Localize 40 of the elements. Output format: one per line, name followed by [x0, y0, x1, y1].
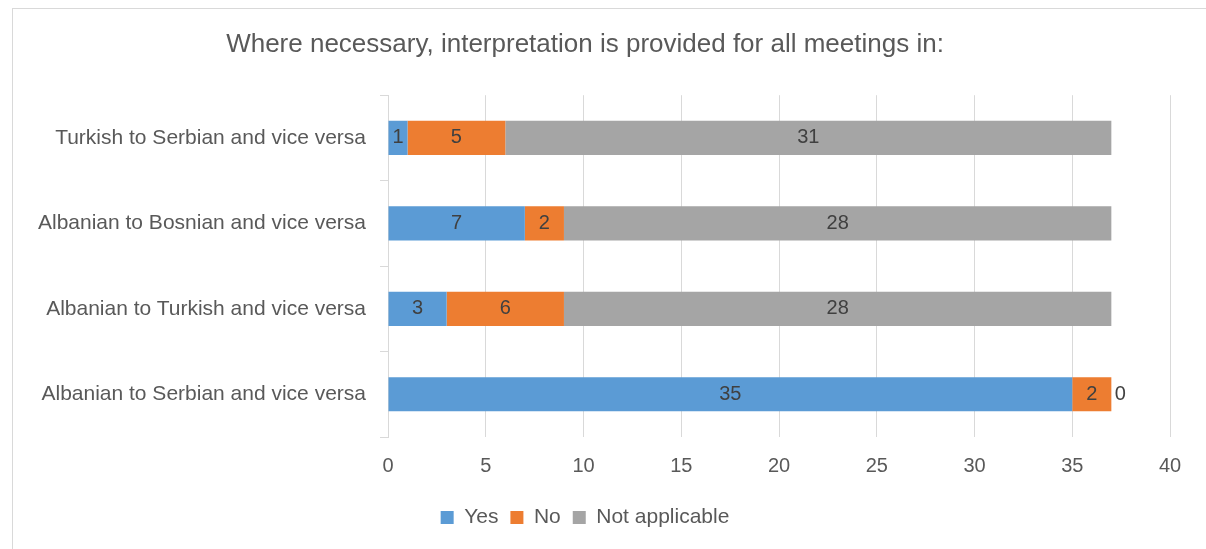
x-tick-label: 20: [767, 453, 791, 476]
bar: [407, 120, 506, 156]
bar: [446, 291, 564, 326]
bar: [388, 377, 1073, 412]
data-label: 28: [826, 296, 849, 319]
x-tick-label: 30: [963, 453, 986, 476]
data-label: 6: [499, 296, 511, 319]
x-tick-label: 10: [572, 453, 595, 476]
bar: [1072, 377, 1112, 412]
bar: [563, 291, 1112, 326]
data-label: 0: [1114, 381, 1126, 404]
x-tick-label: 5: [480, 453, 492, 476]
y-tick-label: Albanian to Turkish and vice versa: [46, 295, 367, 319]
chart-title: Where necessary, interpretation is provided for all meetings in:: [226, 27, 944, 58]
x-tick-label: 25: [865, 453, 888, 476]
data-label: 2: [538, 210, 550, 233]
data-label: 7: [451, 210, 463, 233]
data-label: 31: [797, 125, 820, 148]
bar: [505, 120, 1112, 156]
data-label: 5: [450, 125, 462, 148]
bar: [563, 206, 1112, 241]
legend-label: Not applicable: [596, 504, 730, 528]
x-tick-label: 35: [1061, 453, 1084, 476]
legend-label: No: [533, 504, 561, 528]
bar: [388, 206, 525, 241]
bar: [388, 291, 447, 326]
x-tick-label: 15: [670, 453, 693, 476]
x-tick-label: 40: [1158, 453, 1182, 476]
data-label: 35: [719, 381, 742, 404]
y-tick-label: Albanian to Serbian and vice versa: [41, 381, 367, 405]
data-label: 28: [826, 210, 849, 233]
data-label: 1: [392, 125, 404, 148]
x-tick-label: 0: [382, 453, 394, 476]
y-tick-label: Albanian to Bosnian and vice versa: [37, 210, 367, 234]
y-tick-label: Turkish to Serbian and vice versa: [55, 124, 367, 148]
data-label: 2: [1086, 381, 1098, 404]
legend-label: Yes: [464, 504, 499, 528]
bar: [388, 120, 408, 156]
data-label: 3: [412, 296, 424, 319]
bar: [524, 206, 564, 241]
